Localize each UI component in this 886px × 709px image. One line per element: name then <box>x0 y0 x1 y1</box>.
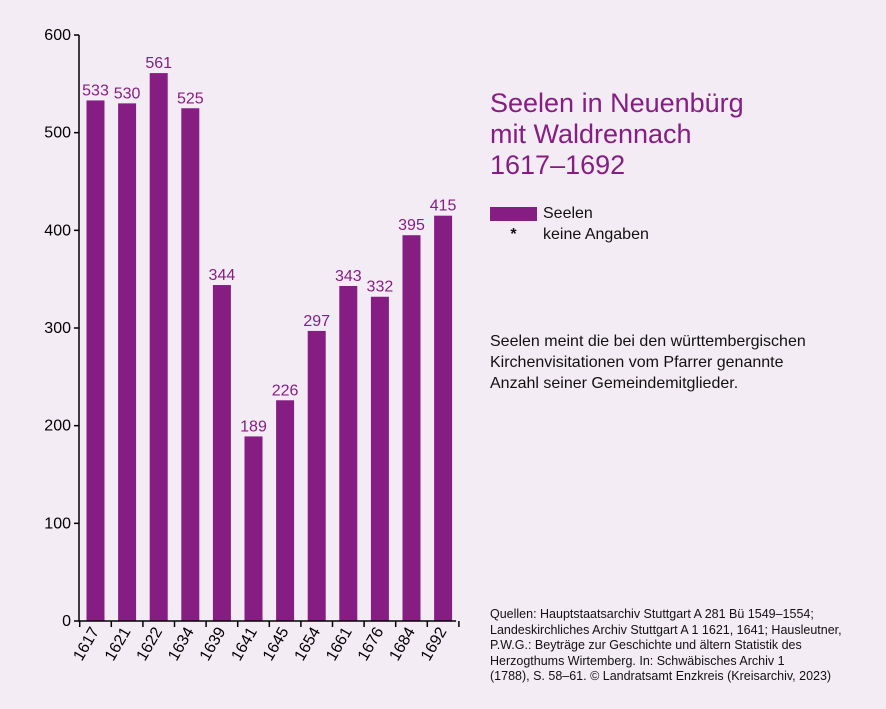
bar-1634 <box>181 108 200 621</box>
legend-swatch <box>490 206 537 221</box>
bars-group <box>86 73 453 622</box>
chart-title-line: 1617–1692 <box>490 150 626 180</box>
bar-1641 <box>244 436 263 621</box>
y-tick-label-0: 0 <box>62 613 71 630</box>
y-tick-label-300: 300 <box>44 320 71 337</box>
note-line: Anzahl seiner Gemeindemitglieder. <box>490 375 739 392</box>
x-tick-label-1684: 1684 <box>386 624 419 663</box>
explanatory-note: Seelen meint die bei den württembergisch… <box>490 331 850 394</box>
source-line: (1788), S. 58–61. © Landratsamt Enzkreis… <box>490 669 832 683</box>
source-line: Herzogthums Wirtemberg. In: Schwäbisches… <box>490 653 785 668</box>
data-label-1654: 297 <box>303 313 330 330</box>
legend-item-no-data: * keine Angaben <box>490 224 649 245</box>
bar-1639 <box>212 285 231 621</box>
source-citation: Quellen: Hauptstaatsarchiv Stuttgart A 2… <box>490 607 870 685</box>
data-label-1641: 189 <box>240 418 267 435</box>
y-tick-label-400: 400 <box>44 222 71 239</box>
data-label-1661: 343 <box>335 268 362 285</box>
data-label-1639: 344 <box>209 267 236 284</box>
x-tick-label-1692: 1692 <box>418 624 451 663</box>
bar-1622 <box>149 73 168 622</box>
chart-title-line: mit Waldrennach <box>490 119 692 149</box>
x-tick-label-1641: 1641 <box>228 624 261 663</box>
legend: Seelen * keine Angaben <box>490 203 649 245</box>
x-tick-label-1639: 1639 <box>197 624 230 663</box>
x-tick-label-1661: 1661 <box>323 624 356 663</box>
bar-1617 <box>86 100 105 622</box>
chart-title: Seelen in Neuenbürg mit Waldrennach 1617… <box>490 88 744 181</box>
data-label-1692: 415 <box>430 198 457 215</box>
y-tick-label-200: 200 <box>44 418 71 435</box>
asterisk-icon: * <box>510 225 517 243</box>
legend-label: keine Angaben <box>543 225 649 243</box>
bar-1684 <box>402 235 421 621</box>
data-label-1621: 530 <box>114 85 141 102</box>
y-tick-label-100: 100 <box>44 515 71 532</box>
y-tick-label-600: 600 <box>44 27 71 44</box>
note-line: Seelen meint die bei den württembergisch… <box>490 333 806 350</box>
bar-1621 <box>118 103 137 621</box>
bar-1676 <box>370 296 389 621</box>
data-label-1645: 226 <box>272 382 299 399</box>
bar-1692 <box>434 215 453 621</box>
x-tick-label-1621: 1621 <box>102 624 135 663</box>
source-line: Quellen: Hauptstaatsarchiv Stuttgart A 2… <box>490 607 814 621</box>
x-tick-label-1617: 1617 <box>70 624 103 663</box>
source-line: P.W.G.: Beyträge zur Geschichte und älte… <box>490 638 802 652</box>
data-label-1617: 533 <box>82 82 109 99</box>
legend-label: Seelen <box>543 204 593 222</box>
bar-1645 <box>276 400 295 621</box>
bar-1654 <box>307 330 326 621</box>
source-line: Landeskirchliches Archiv Stuttgart A 1 1… <box>490 622 842 637</box>
y-tick-label-500: 500 <box>44 125 71 142</box>
x-tick-label-1622: 1622 <box>134 624 167 663</box>
legend-item-seelen: Seelen <box>490 203 649 224</box>
data-label-1676: 332 <box>367 279 394 296</box>
data-label-1622: 561 <box>145 55 172 72</box>
x-tick-label-1676: 1676 <box>355 624 388 663</box>
bar-1661 <box>339 286 358 621</box>
note-line: Kirchenvisitationen vom Pfarrer genannte <box>490 354 784 371</box>
data-label-1634: 525 <box>177 90 204 107</box>
x-tick-label-1645: 1645 <box>260 624 293 663</box>
data-label-1684: 395 <box>398 217 425 234</box>
x-tick-label-1654: 1654 <box>292 624 325 663</box>
x-tick-label-1634: 1634 <box>165 624 198 663</box>
chart-title-line: Seelen in Neuenbürg <box>490 88 744 118</box>
